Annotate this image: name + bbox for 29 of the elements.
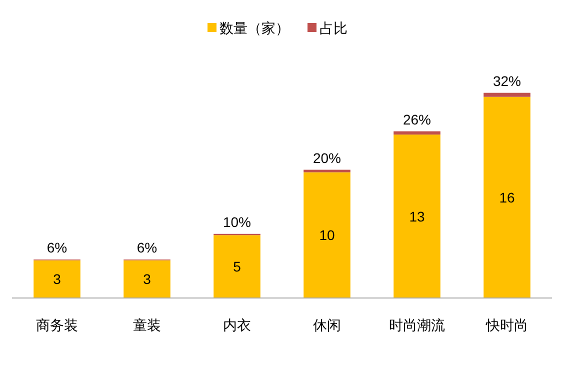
data-label: 16 [499,189,515,206]
data-label: 6% [46,240,68,256]
data-label: 26% [402,111,432,128]
x-tick-label: 休闲 [313,317,341,333]
data-label: 3 [143,271,152,288]
bar [304,172,350,298]
data-label: 20% [312,150,342,166]
bar [124,260,170,298]
data-label: 32% [492,72,522,89]
x-tick-label: 快时尚 [485,317,528,333]
x-tick-label: 时尚潮流 [389,317,445,333]
bar [484,96,530,298]
data-label: 6% [136,240,158,256]
bar [394,134,440,298]
x-tick-label: 商务装 [36,317,78,333]
bar [214,235,260,298]
data-label: 10 [319,227,335,244]
bar [484,92,530,97]
legend-label: 数量（家） [220,20,290,36]
bar [394,131,440,135]
x-tick-label: 童装 [133,317,161,333]
data-label: 13 [409,208,425,224]
data-label: 10% [222,214,252,230]
data-label: 5 [233,258,242,275]
legend-label: 占比 [320,20,348,36]
bar [34,260,80,298]
x-tick-label: 内衣 [223,317,251,333]
bar [304,170,350,172]
data-label: 3 [53,271,62,288]
